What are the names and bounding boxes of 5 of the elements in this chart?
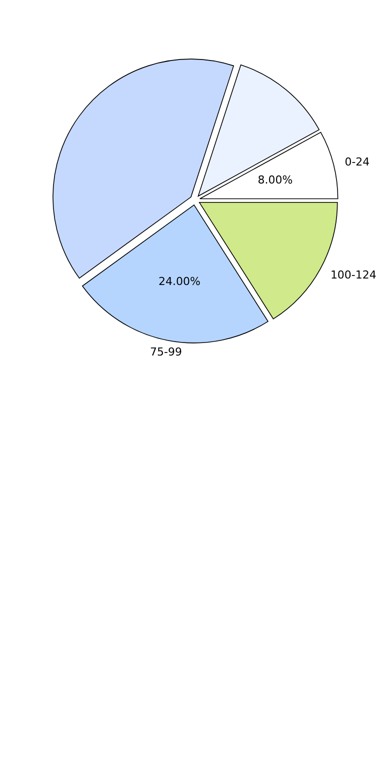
data-label: 8.00% [258,173,293,186]
slice-label: 100-124 [330,268,376,282]
slice-label: 75-99 [150,346,182,359]
slice-label: 0-24 [344,155,370,168]
data-label: 24.00% [158,275,200,288]
